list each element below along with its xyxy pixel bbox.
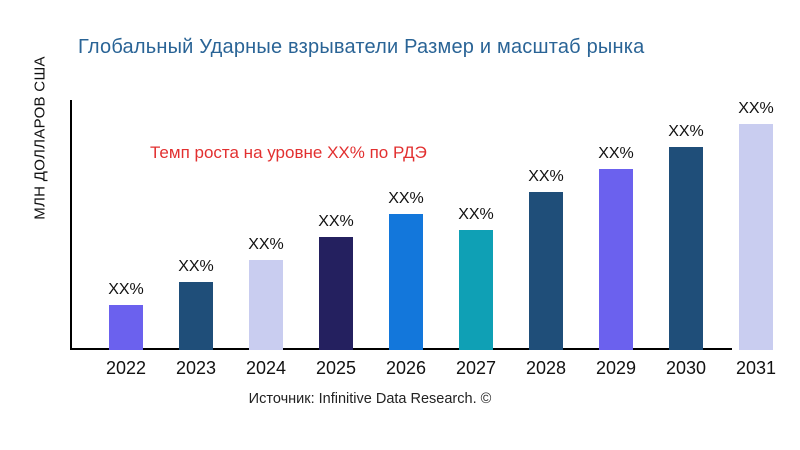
x-tick-label-2024: 2024 (245, 358, 287, 378)
plot-area: Темп роста на уровне XX% по РДЭ XX% 2022 X… (70, 100, 782, 378)
bar-2031 (739, 124, 773, 350)
bar-2022 (109, 305, 143, 350)
bar-value-label-2028: XX% (528, 168, 564, 185)
bar-value-label-2030: XX% (668, 123, 704, 140)
x-tick-label-2029: 2029 (595, 358, 637, 378)
bar-2030 (669, 147, 703, 350)
x-tick-label-2025: 2025 (315, 358, 357, 378)
bar-value-label-2024: XX% (248, 236, 284, 253)
y-axis-label: МЛН ДОЛЛАРОВ США (31, 56, 49, 220)
bar-value-label-2022: XX% (108, 281, 144, 298)
bar-2027 (459, 230, 493, 350)
bar-2029 (599, 169, 633, 350)
x-tick-label-2028: 2028 (525, 358, 567, 378)
x-tick-label-2027: 2027 (455, 358, 497, 378)
x-tick-label-2030: 2030 (665, 358, 707, 378)
x-tick-label-2022: 2022 (105, 358, 147, 378)
bar-value-label-2031: XX% (738, 100, 774, 117)
bar-value-label-2029: XX% (598, 145, 634, 162)
chart-title: Глобальный Ударные взрыватели Размер и м… (78, 36, 645, 58)
x-tick-label-2031: 2031 (735, 358, 777, 378)
bar-2024 (249, 260, 283, 350)
bar-value-label-2025: XX% (318, 213, 354, 230)
bar-2026 (389, 214, 423, 350)
growth-rate-annotation: Темп роста на уровне XX% по РДЭ (150, 143, 427, 162)
y-axis-line (70, 100, 72, 350)
x-tick-label-2023: 2023 (175, 358, 217, 378)
bar-2028 (529, 192, 563, 350)
bar-2025 (319, 237, 353, 350)
bar-value-label-2023: XX% (178, 258, 214, 275)
source-attribution: Источник: Infinitive Data Research. © (248, 391, 492, 407)
bar-value-label-2026: XX% (388, 190, 424, 207)
bar-value-label-2027: XX% (458, 206, 494, 223)
x-tick-label-2026: 2026 (385, 358, 427, 378)
bar-2023 (179, 282, 213, 350)
